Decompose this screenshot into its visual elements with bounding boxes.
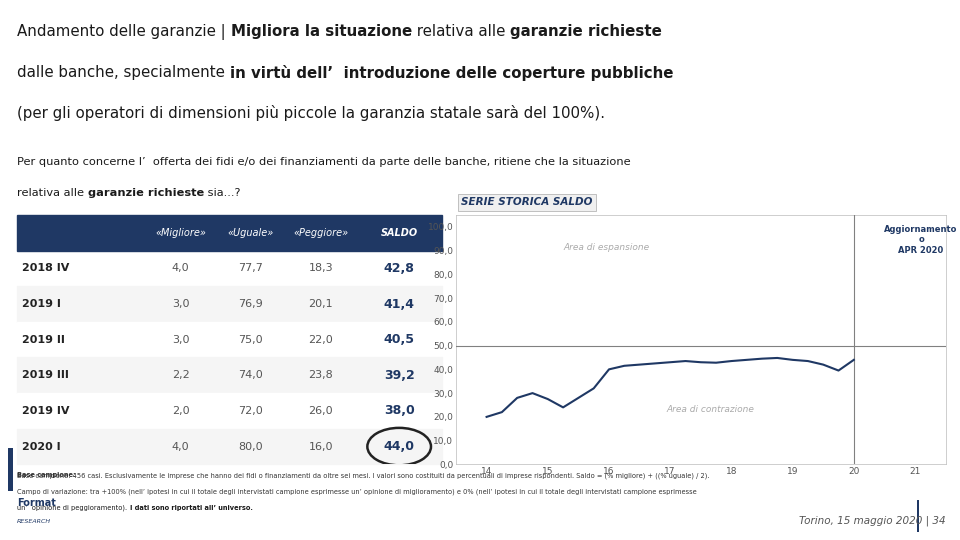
Bar [17, 286, 442, 322]
Text: Migliora la situazione: Migliora la situazione [230, 24, 412, 39]
Text: 18,3: 18,3 [308, 264, 333, 273]
Text: 40,5: 40,5 [384, 333, 415, 346]
Text: Aggiornamento
o
APR 2020: Aggiornamento o APR 2020 [884, 225, 958, 255]
Text: SERIE STORICA SALDO: SERIE STORICA SALDO [461, 198, 592, 207]
Text: 2019 IV: 2019 IV [21, 406, 69, 416]
Bar [17, 322, 442, 357]
Text: 3,0: 3,0 [172, 335, 189, 345]
Text: 42,8: 42,8 [384, 262, 415, 275]
Text: 44,0: 44,0 [384, 440, 415, 453]
Text: 39,2: 39,2 [384, 369, 415, 382]
Text: 4,0: 4,0 [172, 442, 189, 451]
Bar [17, 429, 442, 464]
Text: 77,7: 77,7 [238, 264, 263, 273]
Bar [17, 357, 442, 393]
Text: Base campione:: Base campione: [17, 472, 76, 478]
Bar [17, 393, 442, 429]
Text: Per quanto concerne l’  offerta dei fidi e/o dei finanziamenti da parte delle ba: Per quanto concerne l’ offerta dei fidi … [17, 157, 631, 167]
Text: I dati sono riportati all’ universo.: I dati sono riportati all’ universo. [130, 505, 252, 511]
Text: SALDO: SALDO [380, 228, 418, 238]
Text: Format: Format [17, 497, 56, 508]
Text: (per gli operatori di dimensioni più piccole la garanzia statale sarà del 100%).: (per gli operatori di dimensioni più pic… [17, 105, 605, 122]
Text: dalle banche, specialmente: dalle banche, specialmente [17, 65, 229, 80]
Text: sia...?: sia...? [204, 188, 241, 198]
Text: garanzie richieste: garanzie richieste [88, 188, 204, 198]
Text: Area di contrazione: Area di contrazione [666, 405, 755, 414]
Text: un’  opinione di peggioramento).: un’ opinione di peggioramento). [17, 505, 130, 511]
Text: Base campione: 456 casi. Esclusivamente le imprese che hanno dei fidi o finanzia: Base campione: 456 casi. Esclusivamente … [17, 472, 709, 479]
Text: 2019 III: 2019 III [21, 370, 68, 380]
Text: 2,2: 2,2 [172, 370, 189, 380]
Text: 22,0: 22,0 [308, 335, 333, 345]
Text: garanzie richieste: garanzie richieste [510, 24, 661, 39]
Text: RESEARCH: RESEARCH [17, 519, 52, 524]
Text: 2018 IV: 2018 IV [21, 264, 69, 273]
Text: Area di espansione: Area di espansione [564, 243, 650, 252]
Text: 74,0: 74,0 [238, 370, 263, 380]
Text: 26,0: 26,0 [308, 406, 333, 416]
Text: 3,0: 3,0 [172, 299, 189, 309]
Text: relativa alle: relativa alle [412, 24, 510, 39]
Text: 4,0: 4,0 [172, 264, 189, 273]
Text: 38,0: 38,0 [384, 404, 415, 417]
Text: in virtù dell’  introduzione delle coperture pubbliche: in virtù dell’ introduzione delle copert… [229, 65, 673, 81]
Text: 2019 II: 2019 II [21, 335, 64, 345]
Text: 2020 I: 2020 I [21, 442, 60, 451]
Text: relativa alle: relativa alle [17, 188, 88, 198]
Text: «Migliore»: «Migliore» [156, 228, 206, 238]
Text: «Uguale»: «Uguale» [228, 228, 274, 238]
Text: 80,0: 80,0 [238, 442, 263, 451]
Bar [17, 251, 442, 286]
Text: 76,9: 76,9 [238, 299, 263, 309]
Text: 41,4: 41,4 [384, 298, 415, 310]
Text: 20,1: 20,1 [308, 299, 333, 309]
Text: 16,0: 16,0 [308, 442, 333, 451]
Text: Torino, 15 maggio 2020 | 34: Torino, 15 maggio 2020 | 34 [799, 516, 946, 526]
Text: 2019 I: 2019 I [21, 299, 60, 309]
Text: 75,0: 75,0 [238, 335, 263, 345]
Text: 2,0: 2,0 [172, 406, 189, 416]
Text: Campo di variazione: tra +100% (nell’ ipotesi in cui il totale degli intervistat: Campo di variazione: tra +100% (nell’ ip… [17, 489, 697, 495]
Text: 72,0: 72,0 [238, 406, 263, 416]
Text: «Peggiore»: «Peggiore» [293, 228, 348, 238]
Bar [17, 215, 442, 251]
Text: 23,8: 23,8 [308, 370, 333, 380]
Text: Andamento delle garanzie |: Andamento delle garanzie | [17, 24, 230, 40]
